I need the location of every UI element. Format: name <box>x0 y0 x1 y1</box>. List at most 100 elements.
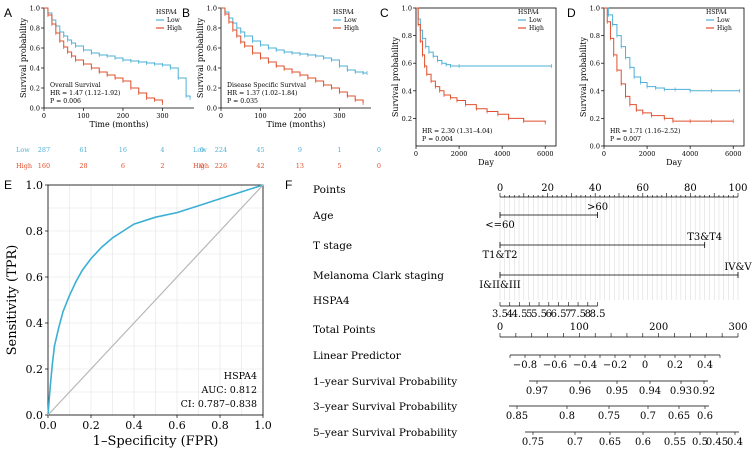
survival-tick-label: 0.7 <box>640 411 656 422</box>
survival-tick-label: 0.4 <box>727 437 743 448</box>
survival-tick-label: 0.97 <box>526 386 548 397</box>
panel-letter-b: B <box>182 6 190 20</box>
legend-label-low: Low <box>167 17 181 24</box>
y-tick-label: 0.6 <box>26 271 44 284</box>
stats-annotation: P = 0.004 <box>422 136 453 143</box>
stats-annotation: HR = 2.30 (1.31–4.04) <box>422 128 492 135</box>
km-panel-c: 0.2 0.4 0.6 0.8 1.0 0 2000 4000 6000 Day Survival … <box>391 5 557 167</box>
survival-tick-label: 0.65 <box>599 437 621 448</box>
x-tick-label: 0 <box>602 150 606 158</box>
y-axis-title: Sensitivity (TPR) <box>5 245 20 356</box>
roc-annotation: AUC: 0.812 <box>200 385 257 396</box>
points-tick-label: 60 <box>636 183 649 194</box>
y-tick-label: 0.6 <box>207 45 217 53</box>
panel-letter-a: A <box>4 6 12 20</box>
hspa4-tick-label: 7 <box>565 309 571 320</box>
category-label-low: T1&T2 <box>483 250 518 261</box>
x-tick-label: 0 <box>42 112 46 120</box>
risk-count: 42 <box>256 162 264 170</box>
points-tick-label: 0 <box>497 183 503 194</box>
survival-tick-label: 0.45 <box>706 437 728 448</box>
nomogram-row-label: T stage <box>313 240 352 252</box>
legend-label-low: Low <box>344 17 358 24</box>
survival-tick-label: 0.7 <box>567 437 583 448</box>
roc-annotation: CI: 0.787–0.838 <box>181 399 257 410</box>
risk-count: 1 <box>337 146 341 154</box>
x-axis-title: Time (months) <box>89 120 148 129</box>
risk-count: 0 <box>377 162 381 170</box>
legend-label-high: High <box>529 25 544 32</box>
risk-count: 0 <box>200 162 204 170</box>
points-tick-label: 80 <box>684 183 697 194</box>
category-label-high: IV&V <box>724 262 752 273</box>
x-tick-label: 100 <box>77 112 89 120</box>
risk-row-label-high: High <box>193 162 209 170</box>
survival-tick-label: 0.75 <box>598 411 620 422</box>
x-tick-label: 300 <box>156 112 168 120</box>
survival-tick-label: 0.95 <box>606 386 628 397</box>
survival-tick-label: 0.5 <box>692 437 708 448</box>
y-tick-label: 1.0 <box>26 179 44 192</box>
x-tick-label: 2000 <box>639 150 656 158</box>
panel-letter-f: F <box>285 178 292 192</box>
hspa4-tick-label: 6.5 <box>551 309 567 320</box>
stats-annotation: Disease Specific Survival <box>227 82 306 89</box>
survival-tick-label: 0.85 <box>506 411 528 422</box>
y-tick-label: 0.6 <box>30 45 40 53</box>
legend-title: HSPA4 <box>518 9 539 16</box>
plot-frame <box>415 7 557 147</box>
km-curve-high <box>221 7 364 103</box>
points-tick-label: 20 <box>541 183 554 194</box>
survival-tick-label: 0.65 <box>668 411 690 422</box>
legend-title: HSPA4 <box>156 9 177 16</box>
x-tick-label: 0.8 <box>211 419 229 432</box>
km-curve-high <box>416 7 546 123</box>
y-tick-label: 0.8 <box>590 32 600 40</box>
panel-letter-e: E <box>4 178 12 192</box>
y-tick-label: 0.4 <box>590 87 600 95</box>
roc-annotation: HSPA4 <box>224 371 257 382</box>
predictor-tick-label: −0.2 <box>603 360 627 371</box>
hspa4-tick-label: 5 <box>526 309 532 320</box>
y-tick-label: 1.0 <box>30 5 40 13</box>
risk-count: 9 <box>298 146 302 154</box>
risk-count: 16 <box>119 146 127 154</box>
predictor-tick-label: −0.8 <box>513 360 537 371</box>
legend-label-high: High <box>717 25 732 32</box>
legend-label-high: High <box>344 25 359 32</box>
risk-count: 226 <box>215 162 227 170</box>
y-tick-label: 0.8 <box>207 25 217 33</box>
survival-tick-label: 0.55 <box>664 437 686 448</box>
y-tick-label: 1.0 <box>402 5 412 13</box>
x-tick-label: 0.2 <box>82 419 100 432</box>
y-tick-label: 0.0 <box>590 143 600 151</box>
y-tick-label: 0.0 <box>30 105 40 113</box>
survival-tick-label: 0.92 <box>693 386 715 397</box>
stats-annotation: P = 0.035 <box>227 98 258 105</box>
km-curve-low <box>604 7 740 92</box>
roc-frame <box>47 184 264 416</box>
points-tick-label: 40 <box>589 183 602 194</box>
survival-tick-label: 0.6 <box>697 411 713 422</box>
risk-row-label-low: Low <box>193 146 207 154</box>
hspa4-tick-label: 4 <box>507 309 513 320</box>
risk-count: 0 <box>200 146 204 154</box>
total-points-tick-label: 300 <box>728 322 747 333</box>
y-axis-title: Survival probability <box>196 17 205 98</box>
risk-count: 13 <box>296 162 304 170</box>
x-tick-label: 0 <box>219 112 223 120</box>
y-tick-label: 1.0 <box>590 5 600 13</box>
nomogram-row-label: Melanoma Clark staging <box>313 270 444 282</box>
stats-annotation: Overall Survival <box>50 82 101 89</box>
km-panel-d: 0.0 0.2 0.4 0.6 0.8 1.0 0 2000 4000 6000 Day Surviv… <box>579 5 745 167</box>
total-points-tick-label: 100 <box>570 322 589 333</box>
hspa4-tick-label: 7.5 <box>570 309 586 320</box>
survival-tick-label: 0.93 <box>670 386 692 397</box>
y-tick-label: 0.8 <box>26 225 44 238</box>
y-axis-title: Survival probability <box>579 36 588 117</box>
hspa4-tick-label: 4.5 <box>512 309 528 320</box>
